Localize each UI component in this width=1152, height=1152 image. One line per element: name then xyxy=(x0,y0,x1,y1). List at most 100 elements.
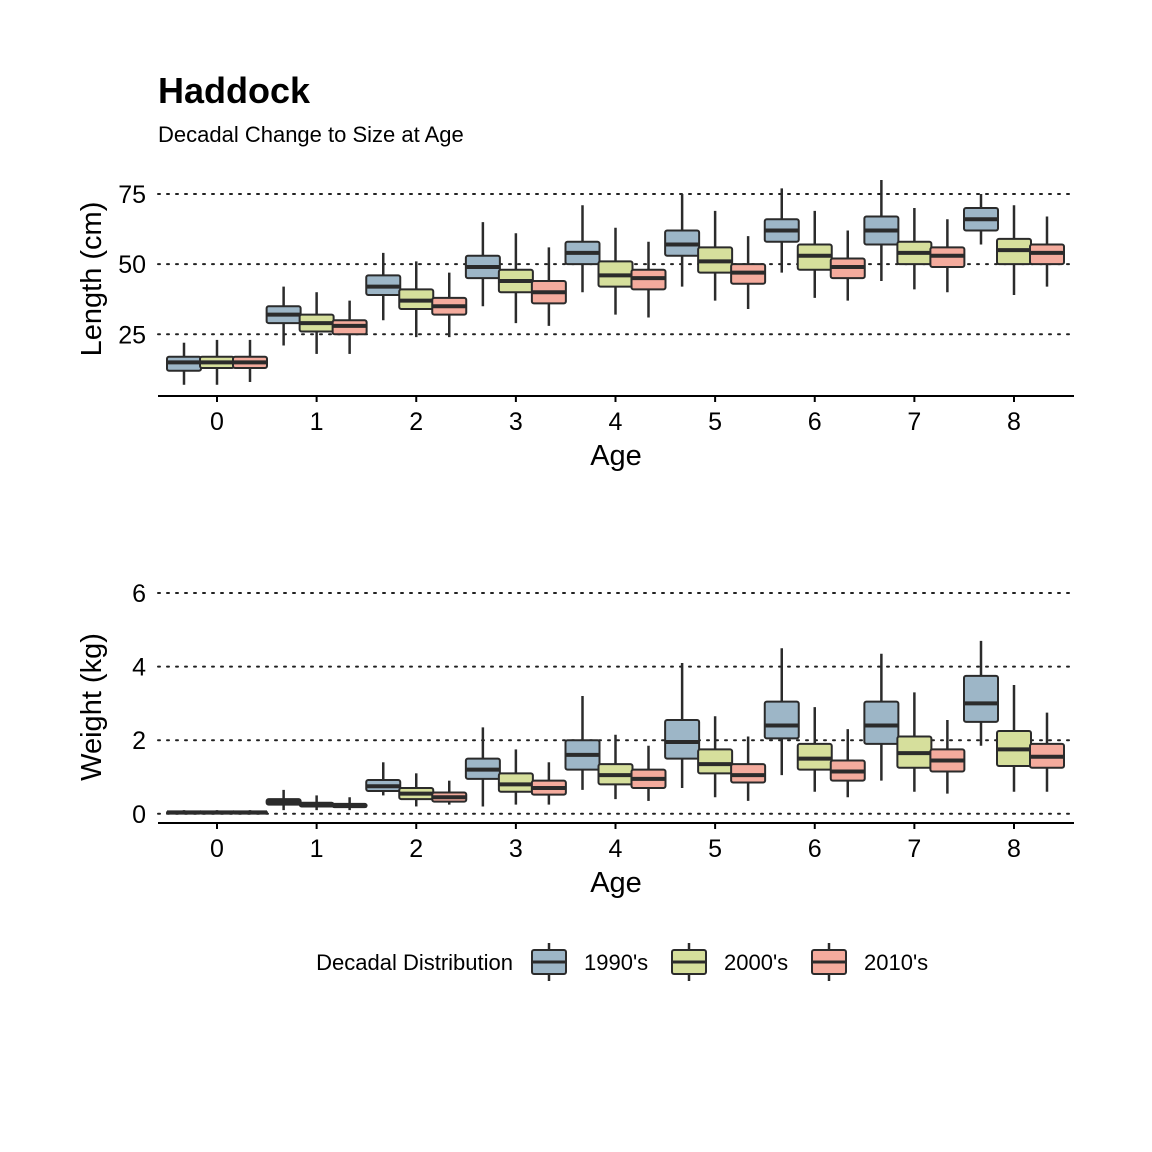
boxplot-2000s-age-8 xyxy=(996,685,1032,792)
weight-panel: Weight (kg) Age 0 2 4 6 0 1 2 3 4 5 6 7 8 xyxy=(76,580,1075,899)
boxplot-2010s-age-2 xyxy=(431,272,468,338)
boxplot-2000s-age-2 xyxy=(398,773,435,807)
boxplot-1990s-age-3 xyxy=(464,222,501,307)
boxplot-2000s-age-8 xyxy=(996,205,1032,296)
boxplot-2010s-age-5 xyxy=(730,736,767,801)
length-y-label: Length (cm) xyxy=(76,202,108,357)
x-tick-label: 1 xyxy=(310,835,324,863)
boxplot-1990s-age-7 xyxy=(863,180,900,281)
boxplot-1990s-age-0 xyxy=(166,810,202,815)
boxplot-2000s-age-7 xyxy=(896,208,933,290)
x-tick-label: 3 xyxy=(509,408,523,436)
boxplot-2000s-age-2 xyxy=(398,261,435,338)
boxplot-2010s-age-2 xyxy=(431,780,468,805)
boxplot-2010s-age-6 xyxy=(829,230,866,301)
x-tick-label: 7 xyxy=(907,408,921,436)
x-tick-label: 2 xyxy=(409,835,423,863)
boxplot-1990s-age-8 xyxy=(963,194,999,245)
boxplot-2000s-age-1 xyxy=(298,292,335,354)
x-tick-label: 4 xyxy=(609,408,623,436)
boxplot-2010s-age-5 xyxy=(730,236,767,310)
boxplot-2000s-age-0 xyxy=(199,339,235,385)
boxplot-2010s-age-4 xyxy=(630,745,667,801)
x-tick-label: 6 xyxy=(808,408,822,436)
boxplot-2000s-age-3 xyxy=(497,749,534,805)
y-tick-label: 4 xyxy=(132,654,146,682)
legend: Decadal Distribution 1990's 2000's 2010's xyxy=(316,943,928,981)
boxplot-2010s-age-0 xyxy=(232,810,268,815)
x-tick-label: 5 xyxy=(708,835,722,863)
box-body xyxy=(963,674,999,723)
x-tick-label: 3 xyxy=(509,835,523,863)
legend-label: 2010's xyxy=(864,950,928,975)
legend-item: 1990's xyxy=(531,943,648,981)
x-tick-label: 4 xyxy=(609,835,623,863)
boxplot-2000s-age-3 xyxy=(497,233,534,324)
boxplot-2010s-age-7 xyxy=(929,219,966,293)
legend-item: 2010's xyxy=(811,943,928,981)
boxplot-1990s-age-2 xyxy=(365,252,402,321)
boxplot-2000s-age-0 xyxy=(199,810,235,815)
y-tick-label: 6 xyxy=(132,580,146,608)
boxplot-2010s-age-3 xyxy=(530,247,567,326)
boxplot-2000s-age-4 xyxy=(597,734,634,800)
boxplot-1990s-age-2 xyxy=(365,762,402,796)
legend-label: 1990's xyxy=(584,950,648,975)
y-tick-label: 2 xyxy=(132,727,146,755)
boxplot-2010s-age-3 xyxy=(530,762,567,805)
boxplot-2000s-age-5 xyxy=(697,716,734,798)
boxplot-2010s-age-0 xyxy=(232,339,268,382)
boxplot-1990s-age-0 xyxy=(166,342,202,385)
chart-title: Haddock xyxy=(158,70,311,111)
boxplot-2010s-age-4 xyxy=(630,241,667,318)
boxplot-2010s-age-1 xyxy=(331,797,368,811)
y-tick-label: 0 xyxy=(132,801,146,829)
x-tick-label: 2 xyxy=(409,408,423,436)
boxplot-2010s-age-1 xyxy=(331,300,368,354)
box-body xyxy=(697,748,734,775)
boxplot-2010s-age-8 xyxy=(1029,216,1065,287)
x-tick-label: 1 xyxy=(310,408,324,436)
boxplot-2000s-age-5 xyxy=(697,210,734,301)
boxplot-2010s-age-7 xyxy=(929,719,966,794)
boxplot-2010s-age-6 xyxy=(829,729,866,798)
x-tick-label: 8 xyxy=(1007,835,1021,863)
y-tick-label: 25 xyxy=(118,321,146,349)
boxplot-2000s-age-7 xyxy=(896,692,933,792)
boxplot-1990s-age-6 xyxy=(763,188,800,273)
box-body xyxy=(664,718,701,760)
boxplot-2000s-age-6 xyxy=(796,707,833,792)
chart-subtitle: Decadal Change to Size at Age xyxy=(158,122,464,147)
boxplot-1990s-age-5 xyxy=(664,194,701,287)
boxplot-1990s-age-6 xyxy=(763,648,800,776)
box-body xyxy=(863,700,900,745)
legend-title: Decadal Distribution xyxy=(316,950,513,975)
y-tick-label: 75 xyxy=(118,181,146,209)
weight-y-label: Weight (kg) xyxy=(76,633,108,781)
boxplot-2000s-age-6 xyxy=(796,210,833,298)
x-tick-label: 8 xyxy=(1007,408,1021,436)
length-panel: Length (cm) Age 25 50 75 0 1 2 3 4 5 6 7 8 xyxy=(76,180,1075,472)
boxplot-1990s-age-3 xyxy=(464,727,501,807)
x-tick-label: 5 xyxy=(708,408,722,436)
boxplot-1990s-age-4 xyxy=(564,696,601,790)
x-tick-label: 7 xyxy=(907,835,921,863)
length-x-label: Age xyxy=(590,440,642,472)
boxplot-1990s-age-4 xyxy=(564,205,601,293)
boxplot-2000s-age-1 xyxy=(298,795,335,811)
weight-x-label: Age xyxy=(590,867,642,899)
legend-item: 2000's xyxy=(671,943,788,981)
y-tick-label: 50 xyxy=(118,251,146,279)
boxplot-1990s-age-8 xyxy=(963,640,999,746)
boxplot-1990s-age-1 xyxy=(265,286,302,346)
legend-label: 2000's xyxy=(724,950,788,975)
boxplot-2000s-age-4 xyxy=(597,227,634,315)
boxplot-1990s-age-5 xyxy=(664,662,701,789)
x-tick-label: 6 xyxy=(808,835,822,863)
boxplot-1990s-age-1 xyxy=(265,789,302,811)
x-tick-label: 0 xyxy=(210,408,224,436)
boxplot-2010s-age-8 xyxy=(1029,712,1065,792)
box-body xyxy=(763,700,800,740)
boxplot-1990s-age-7 xyxy=(863,653,900,781)
